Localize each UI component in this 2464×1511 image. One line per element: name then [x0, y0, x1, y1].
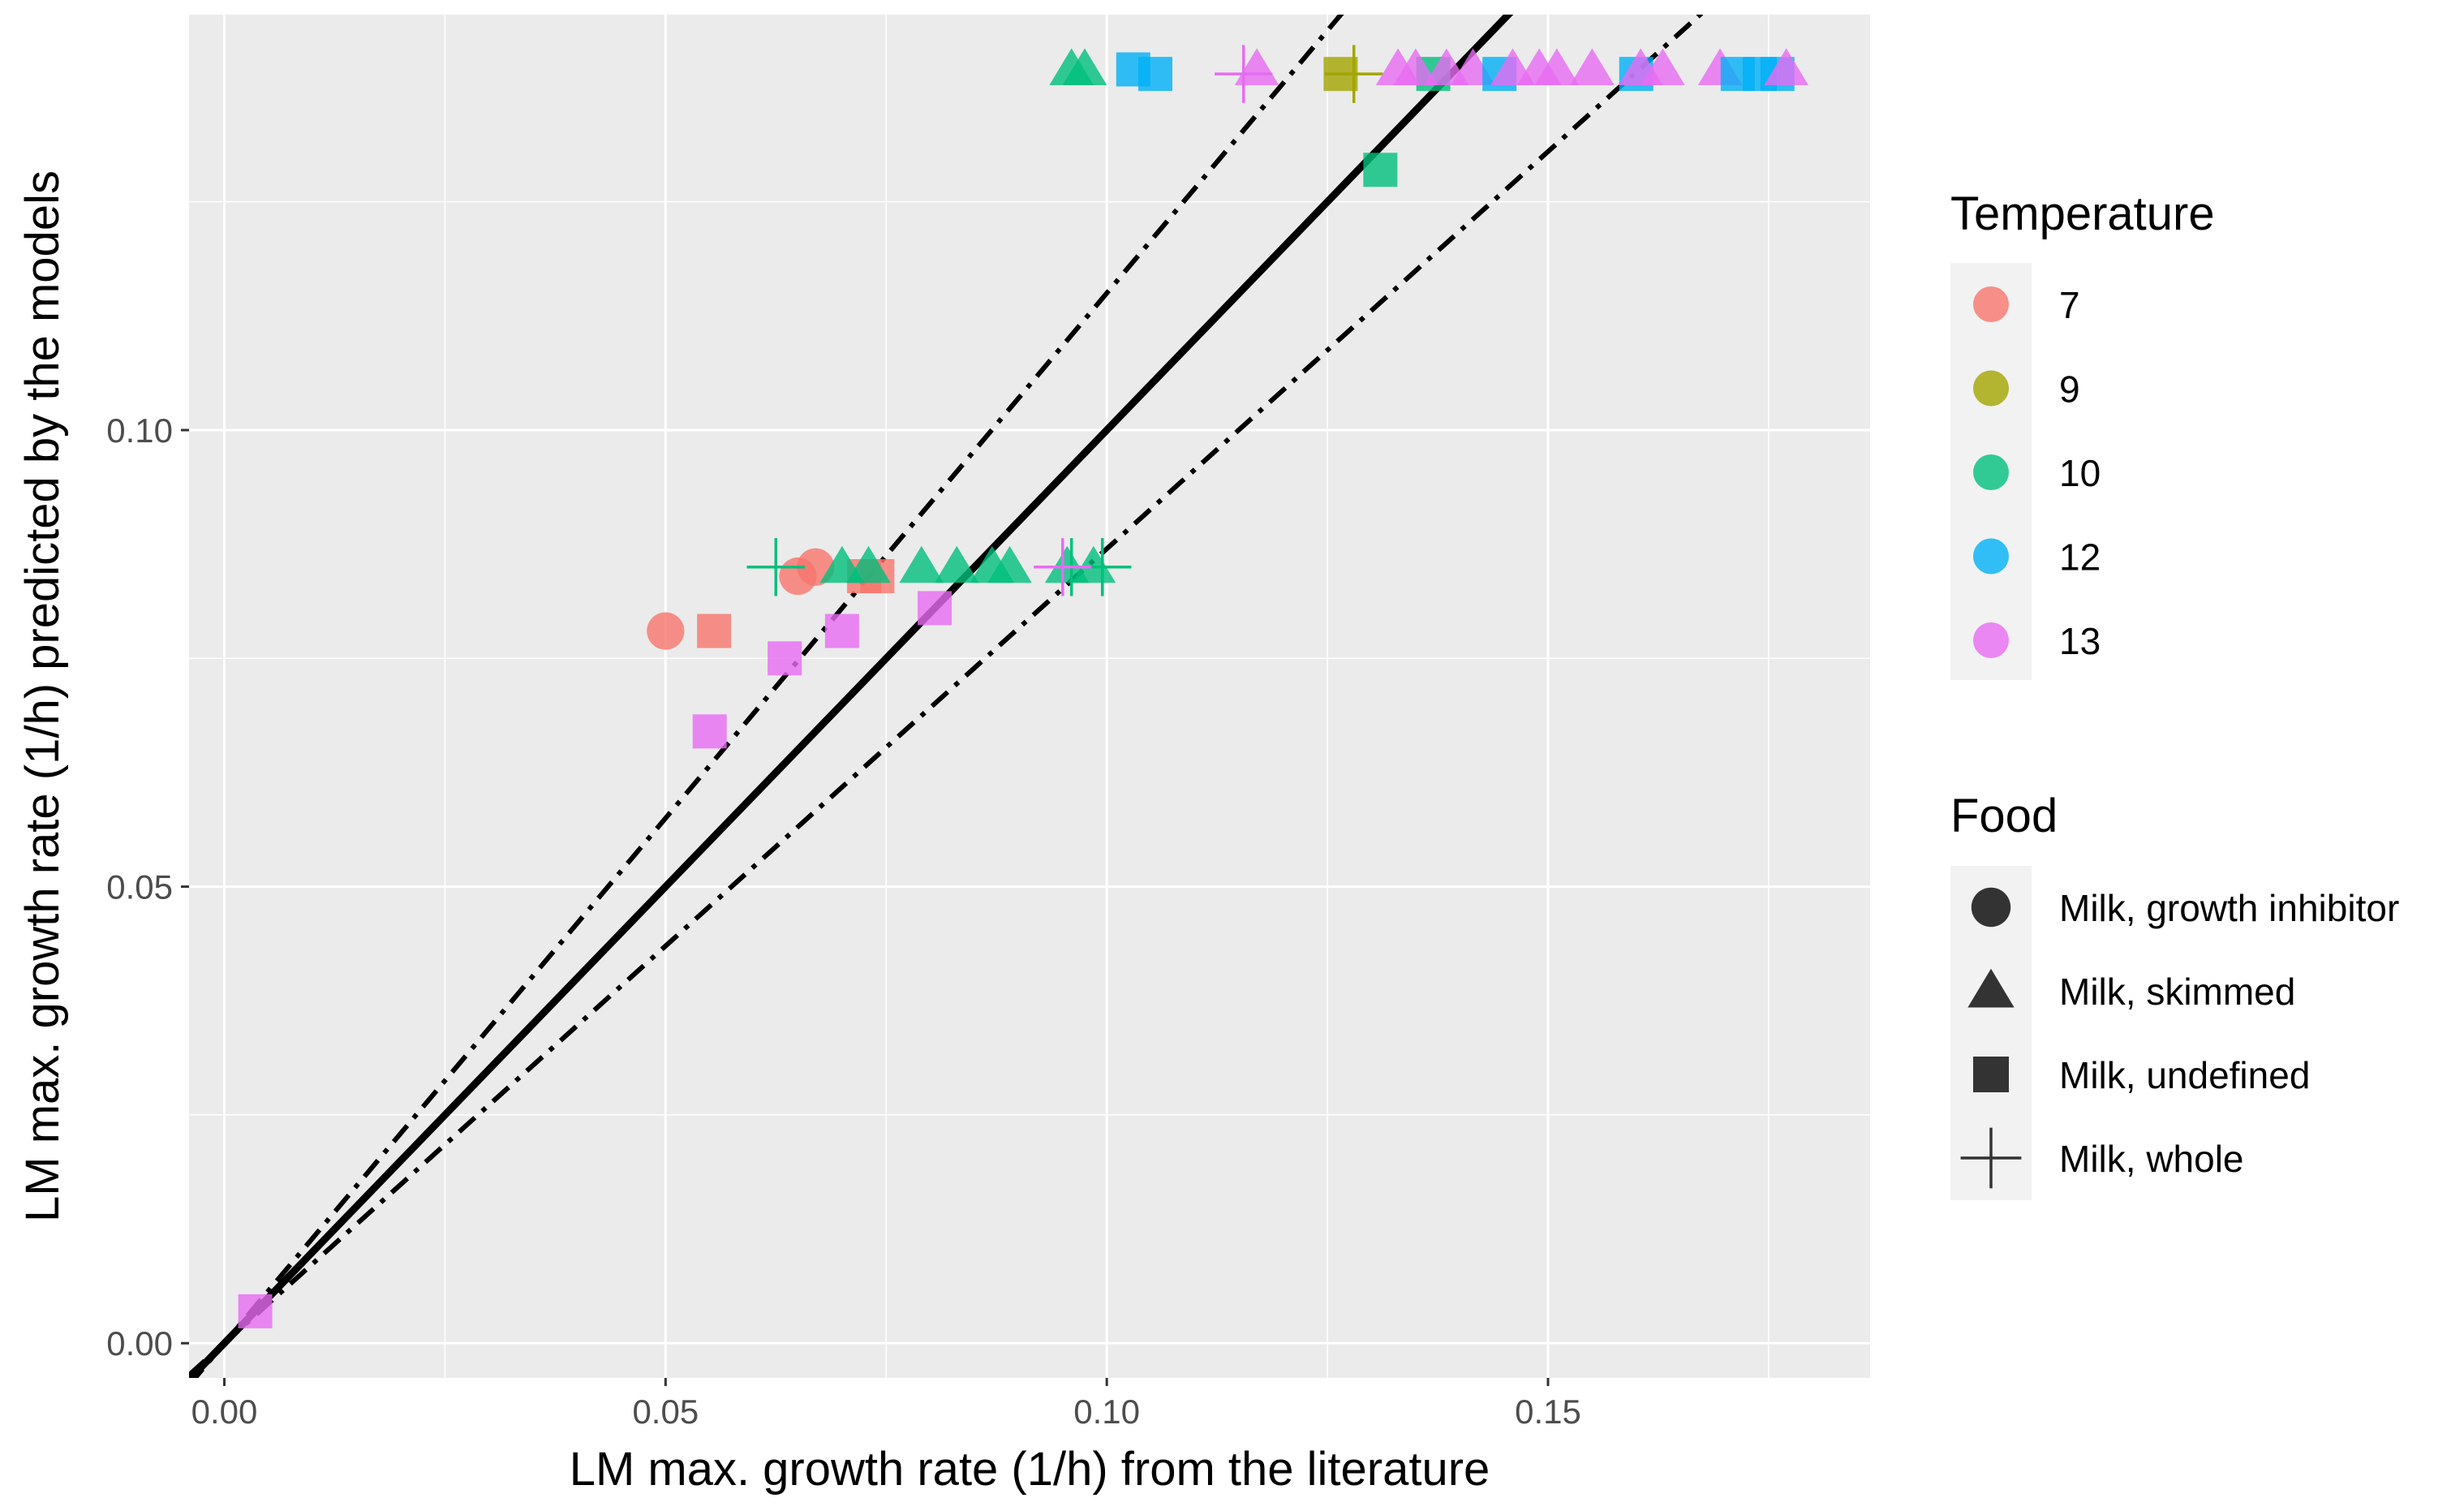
y-tick-label: 0.10 — [106, 411, 173, 450]
reference-line — [189, 15, 1705, 1377]
data-point — [1641, 48, 1685, 86]
x-tick-label: 0.15 — [1515, 1393, 1581, 1431]
legend-food-label: Milk, whole — [2059, 1138, 2244, 1180]
data-point — [647, 612, 685, 650]
legend-food-key — [1967, 968, 2015, 1008]
data-point — [918, 591, 952, 626]
data-point — [1534, 48, 1580, 86]
data-point — [1215, 45, 1273, 103]
reference-line — [189, 15, 1514, 1378]
legend-food-label: Milk, skimmed — [2059, 971, 2295, 1013]
data-point — [899, 545, 944, 583]
legend-temperature-label: 9 — [2059, 368, 2080, 411]
y-tick-label: 0.05 — [106, 868, 173, 906]
legend-temperature-key — [1973, 538, 2009, 575]
legend-temperature-key — [1973, 286, 2009, 322]
legend-food-key — [1971, 887, 2011, 928]
data-points — [238, 45, 1809, 1328]
data-point — [697, 613, 732, 648]
data-point — [1325, 45, 1383, 103]
legend-temperature-key — [1973, 454, 2009, 490]
data-point — [1764, 48, 1809, 86]
x-axis-title: LM max. growth rate (1/h) from the liter… — [570, 1443, 1490, 1496]
legend-temperature-label: 10 — [2059, 452, 2101, 494]
plot-panel — [189, 15, 1870, 1378]
data-point — [1034, 538, 1092, 596]
legend-temperature-key — [1973, 622, 2009, 658]
legend-temperature-key — [1973, 370, 2009, 407]
legend-food-title: Food — [1950, 790, 2058, 842]
data-point — [1363, 153, 1398, 187]
y-axis-ticks: 0.00 0.05 0.10 — [106, 411, 189, 1362]
data-point — [238, 1294, 273, 1328]
data-point — [1137, 57, 1172, 92]
legend-temperature: Temperature 7 9 10 12 13 — [1950, 187, 2215, 680]
data-point — [1570, 48, 1615, 86]
legend-food-key — [1960, 1127, 2022, 1189]
data-point — [934, 545, 979, 583]
data-point — [768, 641, 802, 676]
y-tick-label: 0.00 — [106, 1324, 173, 1362]
data-point — [746, 538, 805, 596]
legend-food-label: Milk, undefined — [2059, 1054, 2310, 1096]
reference-line — [191, 15, 1344, 1378]
legend-temperature-title: Temperature — [1950, 187, 2215, 240]
legend-food-key — [1973, 1057, 2009, 1092]
data-point — [846, 545, 891, 583]
legend-temperature-label: 7 — [2059, 284, 2080, 326]
data-point — [1393, 48, 1438, 86]
data-point — [987, 545, 1032, 583]
x-axis-ticks: 0.00 0.05 0.10 0.15 — [191, 1378, 1581, 1431]
legend-temperature-label: 12 — [2059, 536, 2101, 579]
reference-lines — [189, 15, 1705, 1378]
y-axis-title: LM max. growth rate (1/h) predicted by t… — [16, 170, 69, 1222]
legend-food-label: Milk, growth inhibitor — [2059, 887, 2399, 929]
data-point — [1234, 48, 1279, 86]
data-point — [692, 714, 727, 749]
x-tick-label: 0.05 — [632, 1393, 699, 1431]
x-tick-label: 0.00 — [191, 1393, 258, 1431]
legend-food: Food Milk, growth inhibitor Milk, skimmed… — [1950, 790, 2399, 1200]
data-point — [1071, 545, 1116, 583]
data-point — [824, 613, 859, 648]
data-point — [1062, 48, 1107, 86]
gridlines — [189, 15, 1870, 1378]
legend-temperature-label: 13 — [2059, 620, 2101, 662]
x-tick-label: 0.10 — [1073, 1393, 1140, 1431]
